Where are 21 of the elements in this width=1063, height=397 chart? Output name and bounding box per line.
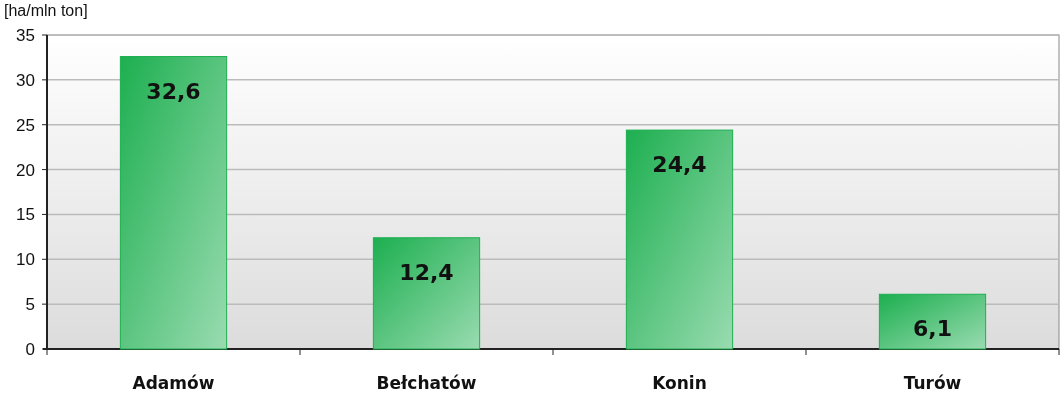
- y-tick-label: 30: [16, 70, 35, 90]
- data-label: 6,1: [913, 316, 952, 342]
- y-tick-label: 25: [16, 115, 35, 135]
- y-tick-label: 15: [16, 205, 35, 225]
- x-tick-label: Konin: [652, 373, 707, 393]
- data-label: 12,4: [399, 259, 454, 285]
- x-tick-label: Bełchatów: [376, 373, 477, 393]
- bar: [625, 129, 734, 350]
- bar: [119, 56, 228, 350]
- data-label: 32,6: [146, 78, 201, 104]
- y-tick-label: 20: [16, 160, 35, 180]
- y-tick-label: 5: [25, 295, 35, 315]
- data-label: 24,4: [652, 152, 707, 178]
- bar: [372, 237, 481, 350]
- bar: [878, 293, 987, 350]
- y-tick-label: 10: [16, 250, 35, 270]
- x-tick-label: Adamów: [132, 373, 215, 393]
- x-tick-label: Turów: [903, 373, 962, 393]
- y-axis-title: [ha/mln ton]: [4, 2, 88, 19]
- y-tick-label: 35: [16, 25, 35, 45]
- y-tick-label: 0: [25, 339, 35, 359]
